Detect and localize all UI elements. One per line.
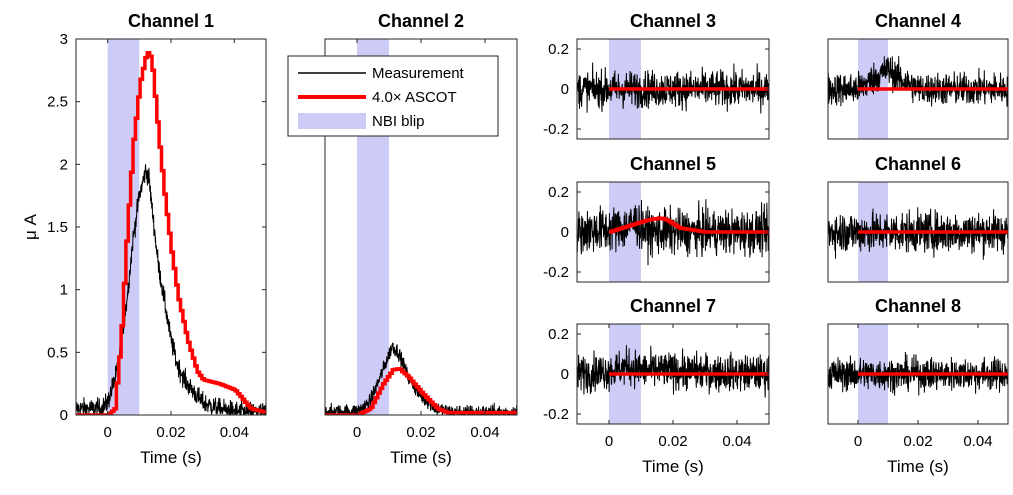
x-axis-label: Time (s) bbox=[390, 448, 452, 467]
y-tick-label: 2.5 bbox=[47, 94, 68, 111]
legend: Measurement 4.0× ASCOT NBI blip bbox=[287, 55, 499, 137]
panel-channel-5: -0.2 0 0.2 Channel 5 bbox=[543, 154, 770, 283]
measurement-series-line bbox=[577, 345, 769, 398]
panel-channel-3: -0.2 0 0.2 Channel 3 bbox=[543, 11, 770, 140]
chart-title: Channel 5 bbox=[630, 154, 716, 174]
ascot-series-line bbox=[609, 216, 769, 234]
y-tick-label: 0.2 bbox=[548, 326, 569, 343]
x-tick-label: 0.04 bbox=[963, 433, 992, 450]
x-axis-label: Time (s) bbox=[642, 457, 704, 476]
measurement-series-line bbox=[577, 199, 769, 266]
x-tick-label: 0.04 bbox=[220, 424, 249, 441]
panel-channel-7: 0 0.02 0.04 -0.2 0 0.2 Channel 7 Time (s) bbox=[543, 296, 770, 476]
chart-title: Channel 1 bbox=[128, 11, 214, 31]
legend-swatch bbox=[298, 113, 366, 129]
panel-channel-6: Channel 6 bbox=[827, 154, 1009, 283]
y-tick-label: 2 bbox=[60, 156, 68, 173]
measurement-series-line bbox=[577, 62, 769, 114]
y-tick-label: 0.2 bbox=[548, 184, 569, 201]
x-tick-label: 0.02 bbox=[156, 424, 185, 441]
x-tick-label: 0.02 bbox=[903, 433, 932, 450]
x-tick-label: 0 bbox=[854, 433, 862, 450]
measurement-series-line bbox=[76, 164, 266, 415]
axes-frame bbox=[827, 181, 1009, 283]
x-tick-label: 0 bbox=[103, 424, 111, 441]
plot-area bbox=[76, 39, 266, 415]
y-tick-label: -0.2 bbox=[543, 121, 569, 138]
panel-channel-2: 0 0.02 0.04 Channel 2 Time (s) Measurement 4.0… bbox=[287, 11, 518, 467]
chart-title: Channel 7 bbox=[630, 296, 716, 316]
x-tick-label: 0 bbox=[605, 433, 613, 450]
nbi-blip-band bbox=[107, 39, 140, 415]
ascot-series-line bbox=[76, 51, 266, 415]
x-axis-label: Time (s) bbox=[887, 457, 949, 476]
panel-channel-8: 0 0.02 0.04 Channel 8 Time (s) bbox=[827, 296, 1009, 476]
panel-channel-1: 0 0.02 0.04 0 0.5 1 1.5 2 2.5 3 Channel 1 Time (s) μ… bbox=[21, 11, 267, 467]
y-tick-label: 0.2 bbox=[548, 41, 569, 58]
x-axis-label: Time (s) bbox=[140, 448, 202, 467]
axes-frame bbox=[827, 38, 1009, 140]
x-tick-label: 0 bbox=[353, 424, 361, 441]
chart-title: Channel 2 bbox=[378, 11, 464, 31]
y-tick-label: 1.5 bbox=[47, 219, 68, 236]
y-tick-label: 0 bbox=[561, 81, 569, 98]
x-tick-label: 0.04 bbox=[722, 433, 751, 450]
y-tick-label: 0 bbox=[561, 224, 569, 241]
chart-title: Channel 4 bbox=[875, 11, 961, 31]
y-tick-label: 0 bbox=[60, 407, 68, 424]
legend-label: NBI blip bbox=[372, 113, 425, 130]
chart-title: Channel 6 bbox=[875, 154, 961, 174]
y-tick-label: 0 bbox=[561, 366, 569, 383]
x-tick-label: 0.04 bbox=[470, 424, 499, 441]
y-tick-label: 3 bbox=[60, 31, 68, 48]
y-axis-label: μ A bbox=[21, 213, 40, 240]
ascot-series-line bbox=[325, 367, 517, 415]
y-tick-label: -0.2 bbox=[543, 406, 569, 423]
y-tick-label: -0.2 bbox=[543, 264, 569, 281]
legend-label: Measurement bbox=[372, 65, 465, 82]
y-tick-label: 0.5 bbox=[47, 344, 68, 361]
x-tick-label: 0.02 bbox=[658, 433, 687, 450]
panel-channel-4: Channel 4 bbox=[827, 11, 1009, 140]
x-tick-label: 0.02 bbox=[406, 424, 435, 441]
legend-label: 4.0× ASCOT bbox=[372, 89, 457, 106]
chart-title: Channel 3 bbox=[630, 11, 716, 31]
chart-title: Channel 8 bbox=[875, 296, 961, 316]
measurement-series-line bbox=[828, 56, 1008, 107]
y-tick-label: 1 bbox=[60, 282, 68, 299]
